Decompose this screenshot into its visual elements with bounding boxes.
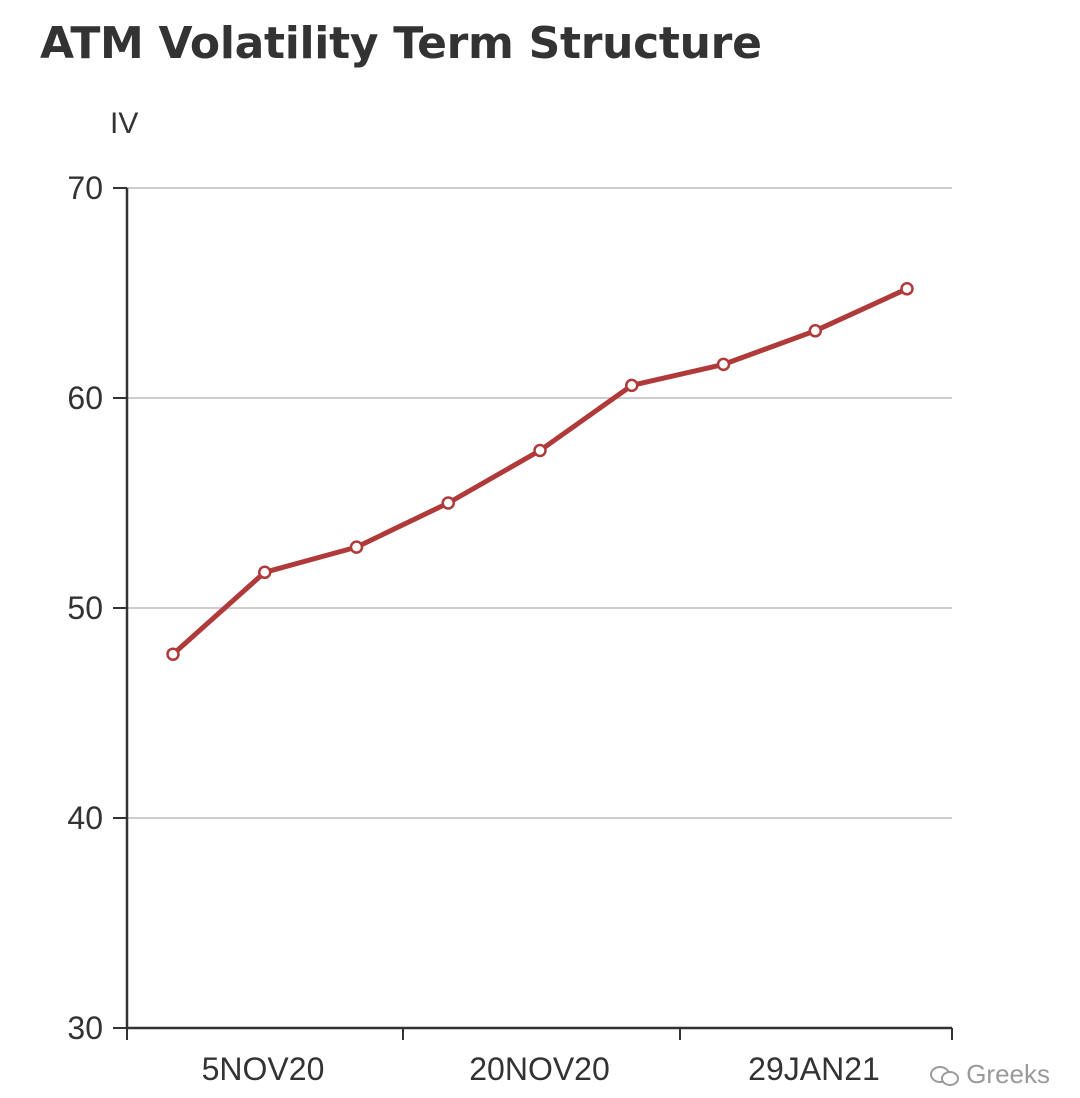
y-tick-label: 60	[67, 380, 103, 416]
y-tick-label: 30	[67, 1010, 103, 1046]
series-line	[170, 286, 910, 657]
x-tick-label: 29JAN21	[748, 1051, 880, 1087]
x-axis: 5NOV20 20NOV20 29JAN21	[126, 1026, 953, 1087]
data-point	[900, 282, 914, 296]
data-point	[349, 540, 364, 554]
data-point	[716, 357, 731, 372]
series-line-group	[166, 282, 914, 661]
watermark: Greeks	[930, 1059, 1050, 1090]
data-point	[533, 443, 547, 458]
chart-title: ATM Volatility Term Structure	[40, 18, 762, 69]
data-point	[808, 324, 822, 338]
y-axis: 30 40 50 60 70	[67, 170, 129, 1046]
y-tick-label: 50	[67, 590, 103, 626]
gridlines	[127, 187, 952, 819]
y-tick-label: 70	[67, 170, 103, 206]
data-point	[258, 565, 272, 580]
data-point	[166, 647, 180, 661]
wechat-icon	[930, 1064, 960, 1086]
x-tick-label: 20NOV20	[469, 1051, 610, 1087]
y-tick-label: 40	[67, 800, 103, 836]
data-point	[625, 378, 639, 393]
data-point	[441, 496, 455, 510]
watermark-text: Greeks	[966, 1059, 1050, 1089]
y-axis-title: IV	[110, 107, 138, 140]
x-tick-label: 5NOV20	[202, 1051, 325, 1087]
